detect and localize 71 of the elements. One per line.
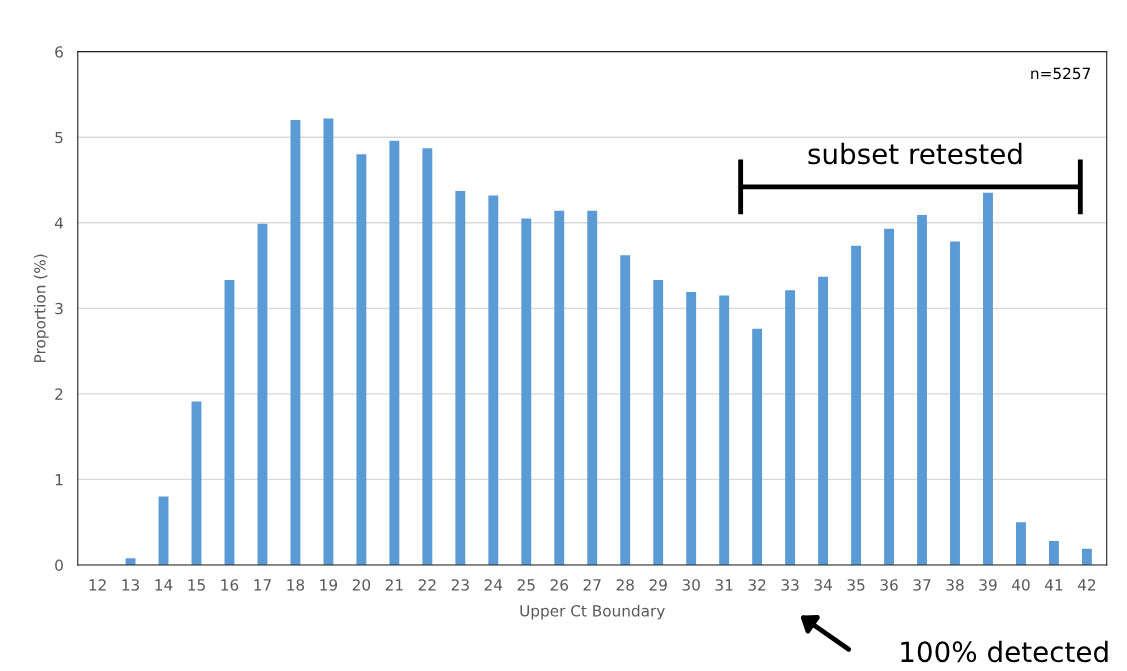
x-tick-label: 18: [287, 579, 305, 591]
x-tick-label: 23: [451, 579, 469, 591]
y-tick-label: 6: [55, 46, 63, 58]
y-tick-label: 3: [55, 302, 63, 315]
y-axis-title: Proportion (%): [33, 254, 49, 362]
bar: [653, 280, 664, 565]
bar: [587, 210, 598, 565]
bar: [1081, 548, 1092, 565]
x-tick-label: 42: [1077, 579, 1096, 591]
bar: [620, 255, 631, 565]
annotation: n=5257: [1031, 67, 1090, 80]
x-tick-label: 15: [188, 579, 205, 591]
bar: [290, 120, 301, 565]
bar: [785, 290, 796, 565]
annotation: subset retested: [808, 142, 1022, 165]
bar: [686, 292, 697, 565]
x-tick-label: 26: [550, 579, 569, 591]
bar: [488, 195, 499, 565]
bar: [389, 140, 400, 565]
bar: [224, 280, 235, 565]
x-tick-label: 12: [89, 579, 106, 591]
bar: [983, 192, 993, 565]
x-tick-label: 25: [517, 579, 535, 591]
y-tick-label: 4: [54, 217, 64, 229]
y-tick-label: 1: [55, 474, 63, 486]
x-tick-label: 38: [946, 579, 964, 591]
text: 100% detected: [901, 640, 1108, 663]
bar: [554, 210, 565, 565]
x-tick-label: 27: [583, 579, 601, 591]
x-axis-title: Upper Ct Boundary: [520, 604, 665, 620]
bar: [752, 328, 763, 565]
y-tick-label: 5: [55, 131, 63, 144]
x-tick-label: 13: [122, 579, 140, 591]
x-tick-label: 31: [715, 579, 733, 591]
x-tick-label: 33: [781, 579, 799, 591]
x-tick-label: 35: [847, 579, 865, 591]
bar: [356, 154, 367, 565]
bar: [884, 228, 894, 565]
bar: [1049, 541, 1059, 565]
x-tick-label: 20: [352, 579, 371, 591]
bar: [191, 401, 202, 565]
x-tick-label: 28: [616, 579, 634, 591]
x-tick-label: 39: [979, 579, 997, 591]
x-tick-label: 21: [385, 579, 403, 591]
y-tick-label: 0: [55, 559, 63, 571]
x-tick-label: 19: [320, 579, 338, 591]
x-tick-label: 14: [155, 579, 173, 591]
x-tick-label: 16: [221, 579, 239, 591]
x-tick-label: 36: [880, 579, 898, 591]
x-tick-label: 40: [1011, 579, 1030, 591]
bar: [851, 245, 862, 565]
bar: [323, 118, 334, 565]
bar: [422, 148, 433, 565]
x-tick-label: 22: [418, 579, 436, 591]
x-tick-label: 34: [814, 579, 832, 591]
x-tick-label: 41: [1044, 579, 1063, 591]
bar: [917, 215, 927, 565]
bar: [1016, 522, 1026, 565]
x-tick-label: 17: [254, 579, 271, 591]
y-tick-label: 2: [55, 388, 63, 400]
bar: [455, 191, 466, 565]
x-tick-label: 29: [649, 579, 667, 591]
x-tick-label: 32: [748, 579, 766, 591]
bar: [521, 218, 532, 565]
bar: [950, 241, 960, 565]
x-tick-label: 24: [484, 579, 503, 591]
bar: [818, 276, 829, 565]
x-tick-label: 37: [913, 579, 931, 591]
x-tick-label: 30: [682, 579, 700, 591]
bar: [719, 295, 730, 565]
bar: [257, 223, 268, 565]
